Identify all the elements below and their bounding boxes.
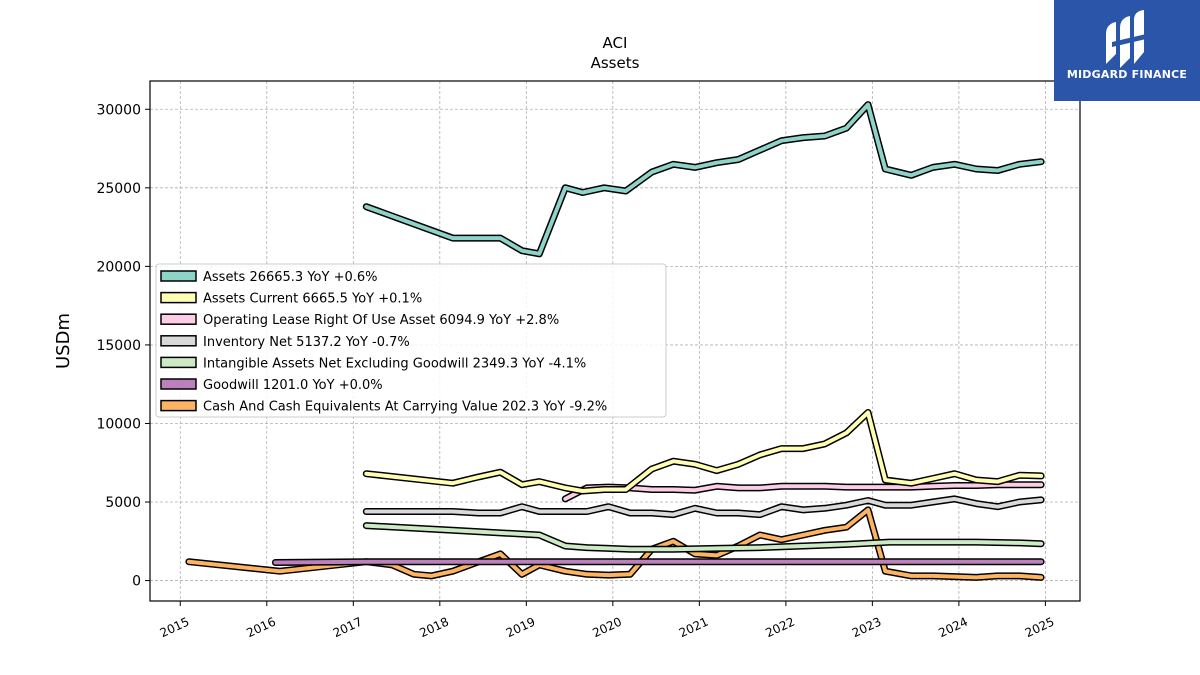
legend-swatch: [160, 378, 197, 390]
x-tick-label: 2018: [417, 615, 451, 641]
legend-swatch: [160, 270, 197, 282]
legend-box: [155, 263, 667, 418]
legend-swatch: [160, 291, 197, 304]
series-line-assets: [364, 102, 1044, 256]
series-line-intangible-assets-net-excluding-goodwill: [364, 523, 1044, 552]
x-tick-label: 2017: [331, 615, 365, 641]
series-line-goodwill: [273, 559, 1044, 565]
y-axis-label: USDm: [53, 313, 74, 369]
y-tick-label: 20000: [96, 259, 141, 275]
y-tick-label: 30000: [96, 102, 141, 118]
legend-entry: Cash And Cash Equivalents At Carrying Va…: [203, 400, 607, 415]
legend-entry: Inventory Net 5137.2 YoY -0.7%: [203, 335, 410, 350]
legend-swatch: [160, 335, 197, 347]
plot-frame: [149, 80, 1081, 602]
legend: Assets 26665.3 YoY +0.6% Assets Current 6…: [155, 263, 667, 418]
legend-entry: Assets Current 6665.5 YoY +0.1%: [203, 292, 422, 307]
legend-swatch: [160, 313, 197, 325]
x-tick-label: 2025: [1023, 615, 1057, 641]
x-tick-label: 2024: [936, 615, 970, 641]
y-tick-label: 10000: [96, 416, 141, 432]
y-tick-label: 5000: [105, 495, 141, 511]
y-tick-label: 25000: [96, 181, 141, 197]
logo-mark-icon: [1106, 10, 1146, 68]
legend-entry: Operating Lease Right Of Use Asset 6094.…: [203, 313, 559, 328]
chart-title: ACI: [603, 34, 628, 52]
legend-entry: Intangible Assets Net Excluding Goodwill…: [203, 356, 586, 371]
legend-entry: Goodwill 1201.0 YoY +0.0%: [203, 378, 383, 393]
x-tick-label: 2019: [504, 615, 538, 641]
x-tick-label: 2020: [590, 615, 624, 641]
logo-text: MIDGARD FINANCE: [1066, 68, 1188, 81]
x-tick-label: 2015: [158, 615, 192, 641]
chart-subtitle: Assets: [591, 54, 640, 72]
x-tick-label: 2016: [244, 615, 278, 641]
series-outline-assets: [362, 101, 1045, 258]
brand-logo: MIDGARD FINANCE: [1054, 0, 1200, 101]
series-line-operating-lease-right-of-use-asset: [563, 482, 1044, 501]
series-layer: [185, 101, 1045, 581]
legend-swatch: [160, 399, 197, 412]
series-line-assets-current: [364, 410, 1044, 493]
y-tick-label: 0: [132, 574, 141, 590]
legend-swatch: [160, 356, 197, 369]
x-tick-label: 2023: [850, 615, 884, 641]
x-tick-label: 2022: [763, 615, 797, 641]
x-tick-label: 2021: [677, 615, 711, 641]
series-line-inventory-net: [364, 496, 1044, 517]
y-tick-label: 15000: [96, 338, 141, 354]
legend-entry: Assets 26665.3 YoY +0.6%: [203, 270, 378, 285]
